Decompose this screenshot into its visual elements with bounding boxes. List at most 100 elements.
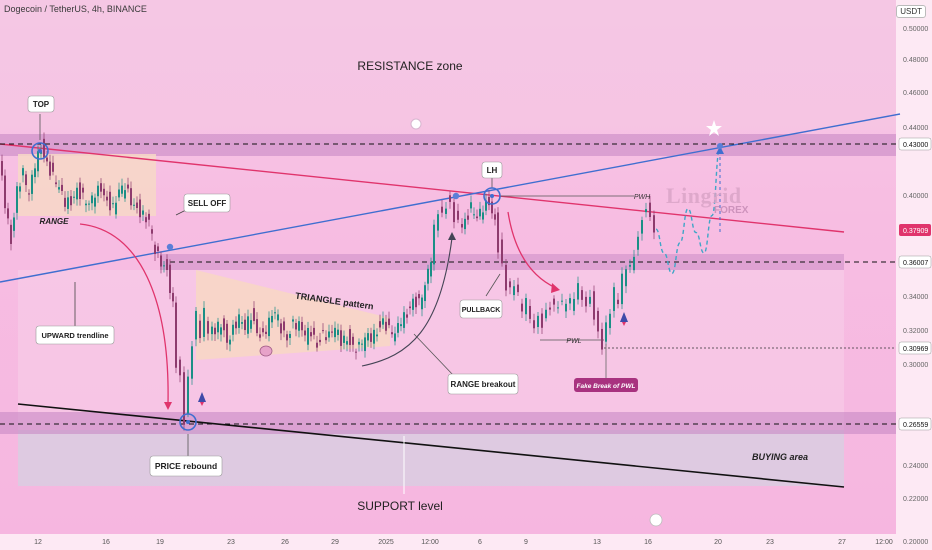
candle-body (379, 321, 381, 328)
candle-body (49, 161, 51, 176)
candle-body (641, 220, 643, 234)
candle-body (322, 330, 324, 332)
candle-body (437, 214, 439, 231)
lh-marker-dot (490, 194, 494, 198)
candle-body (235, 321, 237, 329)
candle-body (85, 203, 87, 206)
candle-body (412, 298, 414, 310)
price-axis-panel (896, 0, 932, 550)
trend-touch-dot-2 (452, 192, 460, 200)
candle-body (238, 314, 240, 328)
candle-body (313, 327, 315, 335)
pullback-arrow (507, 211, 557, 289)
time-axis[interactable]: 12 16 19 23 26 29 2025 12:00 6 9 13 16 20 23 27 12:00 (34, 539, 893, 546)
candle-body (577, 283, 579, 300)
candle-body (625, 269, 627, 287)
candle-body (64, 197, 66, 207)
candle-body (400, 324, 402, 327)
candle-body (340, 330, 342, 346)
candle-body (467, 215, 469, 220)
rocket-icon-1 (198, 392, 206, 402)
candle-body (226, 323, 228, 343)
candle-body (637, 236, 639, 250)
candle-body (163, 265, 165, 267)
candle-body (259, 334, 261, 338)
candle-body (361, 343, 363, 345)
candle-body (525, 298, 527, 315)
candle-body (403, 312, 405, 328)
candle-body (418, 294, 420, 299)
candle-body (223, 318, 225, 331)
candle-body (199, 320, 201, 339)
candle-body (391, 332, 393, 335)
range-breakout-arrowhead (448, 232, 456, 240)
candle-body (441, 206, 443, 213)
candle-body (497, 212, 499, 253)
candle-body (352, 336, 354, 345)
candle-body (106, 196, 108, 201)
time-tick-label: 27 (838, 539, 846, 546)
candle-body (268, 317, 270, 337)
candle-body (133, 204, 135, 206)
candle-body (253, 308, 255, 321)
candle-body (22, 168, 24, 176)
candle-body (325, 337, 327, 341)
candle-body (316, 342, 318, 348)
candle-body (415, 296, 417, 308)
candle-body (470, 202, 472, 209)
candle-body (509, 281, 511, 288)
candle-body (337, 329, 339, 336)
pwl-label: PWL (566, 338, 581, 345)
candle-body (1, 161, 3, 176)
candle-body (16, 186, 18, 213)
candle-body (307, 327, 309, 345)
candle-body (501, 239, 503, 264)
candle-body (355, 351, 357, 353)
candle-body (585, 296, 587, 307)
candle-body (461, 224, 463, 228)
candle-body (166, 259, 168, 271)
candle-body (7, 208, 9, 219)
candles-group (1, 132, 655, 431)
candle-body (220, 327, 222, 335)
candle-body (397, 323, 399, 333)
projection-path (655, 146, 721, 275)
resistance-trendline (0, 143, 845, 233)
price-tick-label: 0.36007 (903, 260, 928, 267)
candle-body (179, 359, 181, 376)
candle-body (453, 202, 455, 223)
candle-body (370, 333, 372, 342)
time-tick-label: 20 (714, 539, 722, 546)
price-axis[interactable]: 0.50000 0.48000 0.46000 0.44000 0.43000 0.400… (898, 26, 932, 546)
candle-body (301, 321, 303, 331)
candle-body (187, 376, 189, 414)
candle-body (214, 327, 216, 335)
sell-off-arrow (79, 223, 169, 405)
candle-body (247, 316, 249, 334)
candle-body (262, 328, 264, 333)
range-breakout-label: RANGE breakout (451, 380, 516, 389)
candle-body (304, 330, 306, 336)
candle-body (364, 337, 366, 351)
candle-body (491, 201, 493, 214)
candle-body (464, 218, 466, 230)
candle-body (529, 305, 531, 319)
boxed-labels: TOP LH SELL OFF UPWARD trendline PULLBAC… (27, 95, 638, 477)
range-label: RANGE (40, 217, 70, 226)
top-marker-dot (38, 149, 42, 153)
lh-label: LH (487, 166, 498, 175)
candle-body (449, 195, 451, 202)
candle-body (175, 302, 177, 368)
candle-body (430, 262, 432, 277)
price-tick-label: 0.50000 (903, 26, 928, 33)
support-band (0, 412, 896, 434)
candle-body (109, 191, 111, 211)
price-tag-badge (898, 137, 932, 151)
candle-body (457, 210, 459, 220)
currency-badge[interactable]: USDT (896, 5, 926, 18)
candle-body (433, 224, 435, 265)
candle-body (349, 329, 351, 346)
candle-body (124, 190, 126, 199)
price-tick-label: 0.44000 (903, 125, 928, 132)
